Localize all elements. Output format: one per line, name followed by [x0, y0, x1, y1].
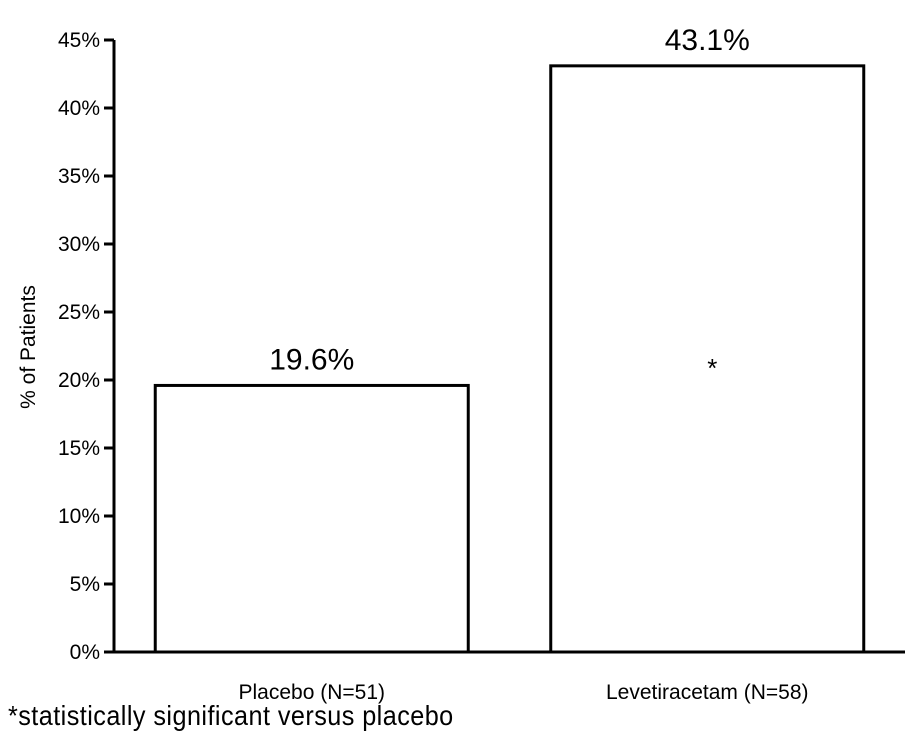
y-tick-label: 35% — [58, 165, 100, 188]
bars: 19.6% 43.1% * — [153, 24, 866, 654]
y-tick-label: 30% — [58, 233, 100, 256]
y-tick-label: 25% — [58, 301, 100, 324]
y-tick-label: 40% — [58, 97, 100, 120]
y-tick-label: 15% — [58, 437, 100, 460]
y-tick-label: 5% — [70, 573, 100, 596]
bar-data-label: 19.6% — [269, 343, 354, 376]
x-category-label: Levetiracetam (N=58) — [606, 681, 809, 704]
bar — [549, 64, 866, 654]
y-axis-title: % of Patients — [17, 285, 40, 409]
y-tick-label: 10% — [58, 505, 100, 528]
x-category-label: Placebo (N=51) — [239, 681, 386, 704]
y-tick-label: 0% — [70, 641, 100, 664]
y-tick-label: 45% — [58, 29, 100, 52]
category-labels: Placebo (N=51) Levetiracetam (N=58) — [239, 681, 809, 704]
y-axis-ticks: 0% 5% 10% 15% 20% 25% 30% 35% 40% 45% — [58, 29, 114, 664]
significance-marker: * — [707, 353, 717, 383]
footnote: *statistically significant versus placeb… — [8, 700, 454, 731]
bar-data-label: 43.1% — [665, 24, 750, 57]
bar — [153, 383, 470, 654]
y-tick-label: 20% — [58, 369, 100, 392]
